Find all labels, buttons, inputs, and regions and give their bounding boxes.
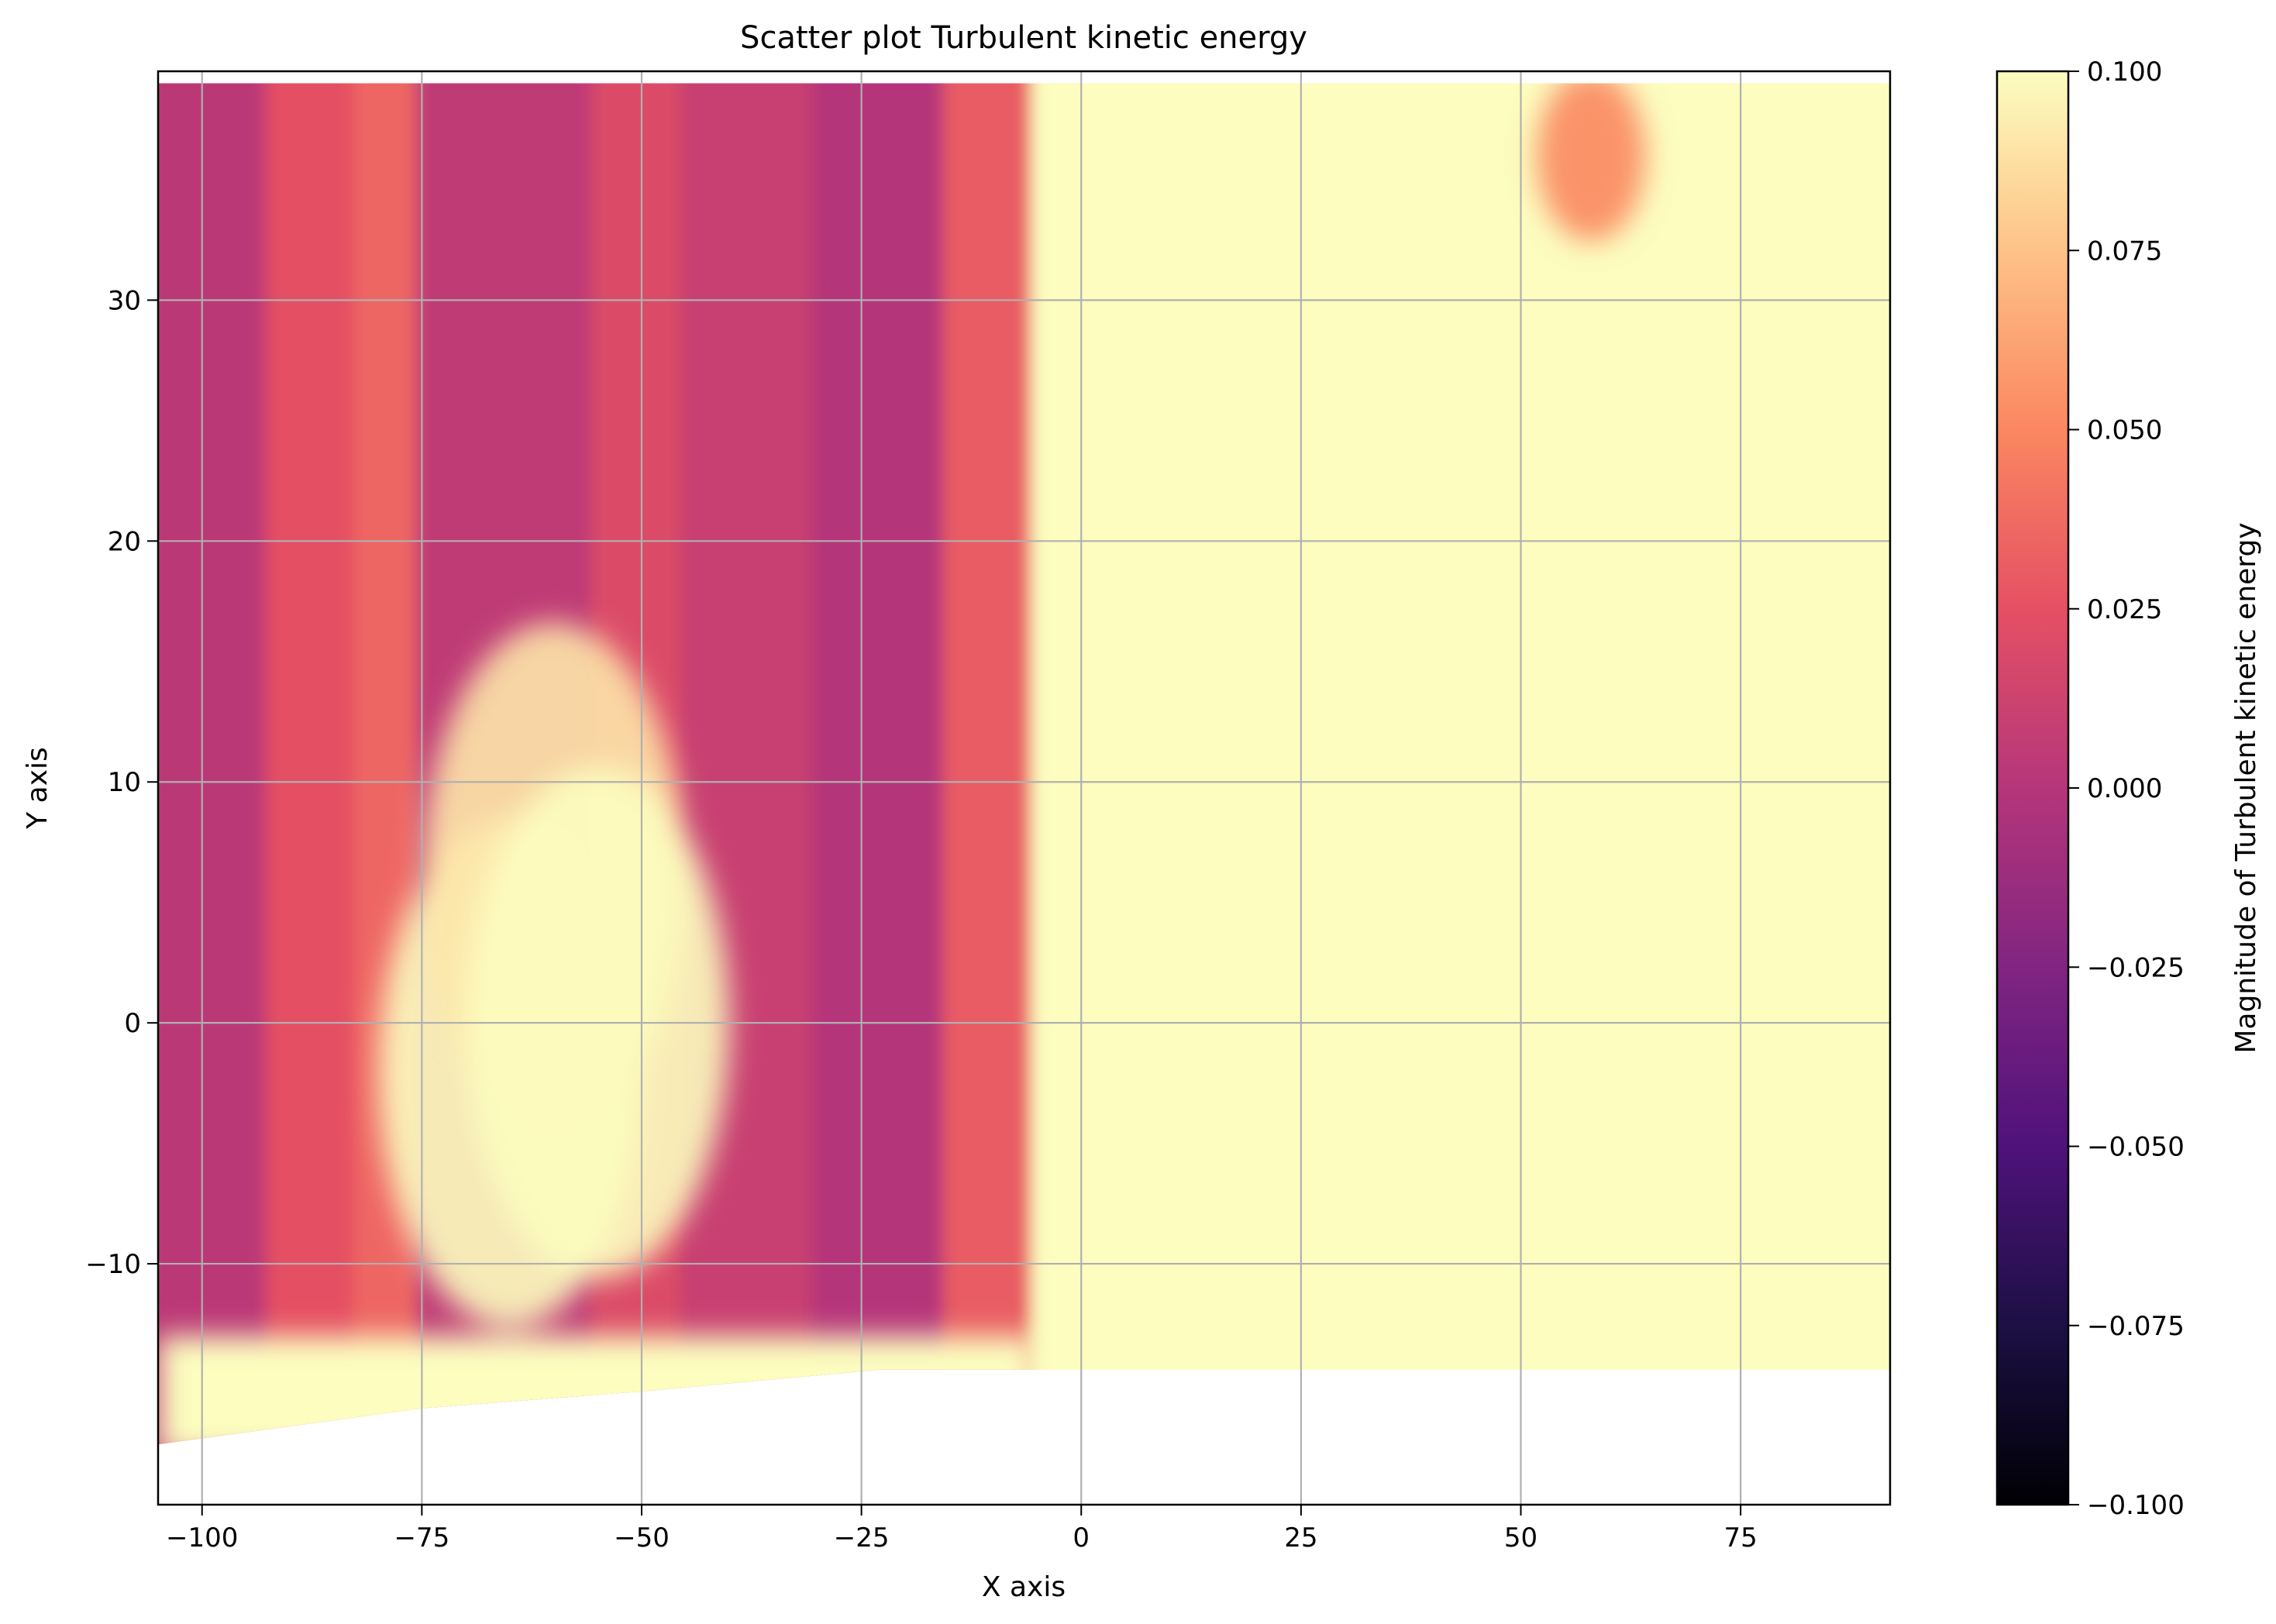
colorbar-tick-label: −0.025 xyxy=(2087,952,2185,983)
y-tick-label: −10 xyxy=(85,1249,141,1280)
x-tick-label: 50 xyxy=(1504,1522,1537,1553)
scalar-field xyxy=(158,83,1890,1445)
field-hot-spot xyxy=(1537,83,1646,241)
field-band xyxy=(1031,83,1890,1445)
field-band xyxy=(158,83,279,1445)
y-tick-label: 0 xyxy=(124,1008,141,1039)
colorbar-tick-label: −0.050 xyxy=(2087,1132,2185,1163)
colorbar-tick-label: 0.000 xyxy=(2087,773,2162,804)
x-tick-label: −75 xyxy=(394,1522,449,1553)
colorbar-gradient xyxy=(1995,70,2070,1506)
colorbar-label: Magnitude of Turbulent kinetic energy xyxy=(2230,522,2262,1053)
colorbar-tick-label: 0.100 xyxy=(2087,57,2162,88)
colorbar-tick-label: 0.050 xyxy=(2087,415,2162,446)
field-domain xyxy=(158,83,1890,1445)
x-tick-label: 0 xyxy=(1073,1522,1090,1553)
y-ticks: −10 0 10 20 30 xyxy=(85,285,158,1280)
colorbar-tick-label: 0.075 xyxy=(2087,236,2162,267)
x-tick-label: 75 xyxy=(1723,1522,1757,1553)
y-tick-label: 20 xyxy=(108,526,141,557)
y-tick-label: 30 xyxy=(108,285,141,316)
field-low-region xyxy=(158,1336,1038,1445)
x-tick-label: −50 xyxy=(614,1522,670,1553)
chart-title: Scatter plot Turbulent kinetic energy xyxy=(740,20,1307,56)
field-band xyxy=(266,83,367,1445)
x-tick-label: −25 xyxy=(834,1522,890,1553)
grid-lines xyxy=(158,71,1890,1505)
x-ticks: −100 −75 −50 −25 0 25 50 75 xyxy=(166,1505,1758,1553)
x-tick-label: −100 xyxy=(166,1522,238,1553)
y-axis-label: Y axis xyxy=(22,747,53,830)
x-axis-label: X axis xyxy=(982,1571,1066,1603)
x-tick-label: 25 xyxy=(1284,1522,1317,1553)
field-band xyxy=(679,83,824,1445)
field-band xyxy=(811,83,956,1445)
plot-frame xyxy=(157,70,1892,1506)
colorbar: −0.100 −0.075 −0.050 −0.025 0.000 0.025 0.050 0… xyxy=(1995,57,2262,1521)
field-band xyxy=(943,83,1044,1445)
y-tick-label: 10 xyxy=(108,767,141,798)
colorbar-tick-label: 0.025 xyxy=(2087,594,2162,625)
colorbar-tick-label: −0.075 xyxy=(2087,1311,2185,1342)
colorbar-tick-label: −0.100 xyxy=(2087,1490,2185,1521)
colorbar-ticks: −0.100 −0.075 −0.050 −0.025 0.000 0.025 0.050 0… xyxy=(2068,57,2185,1521)
